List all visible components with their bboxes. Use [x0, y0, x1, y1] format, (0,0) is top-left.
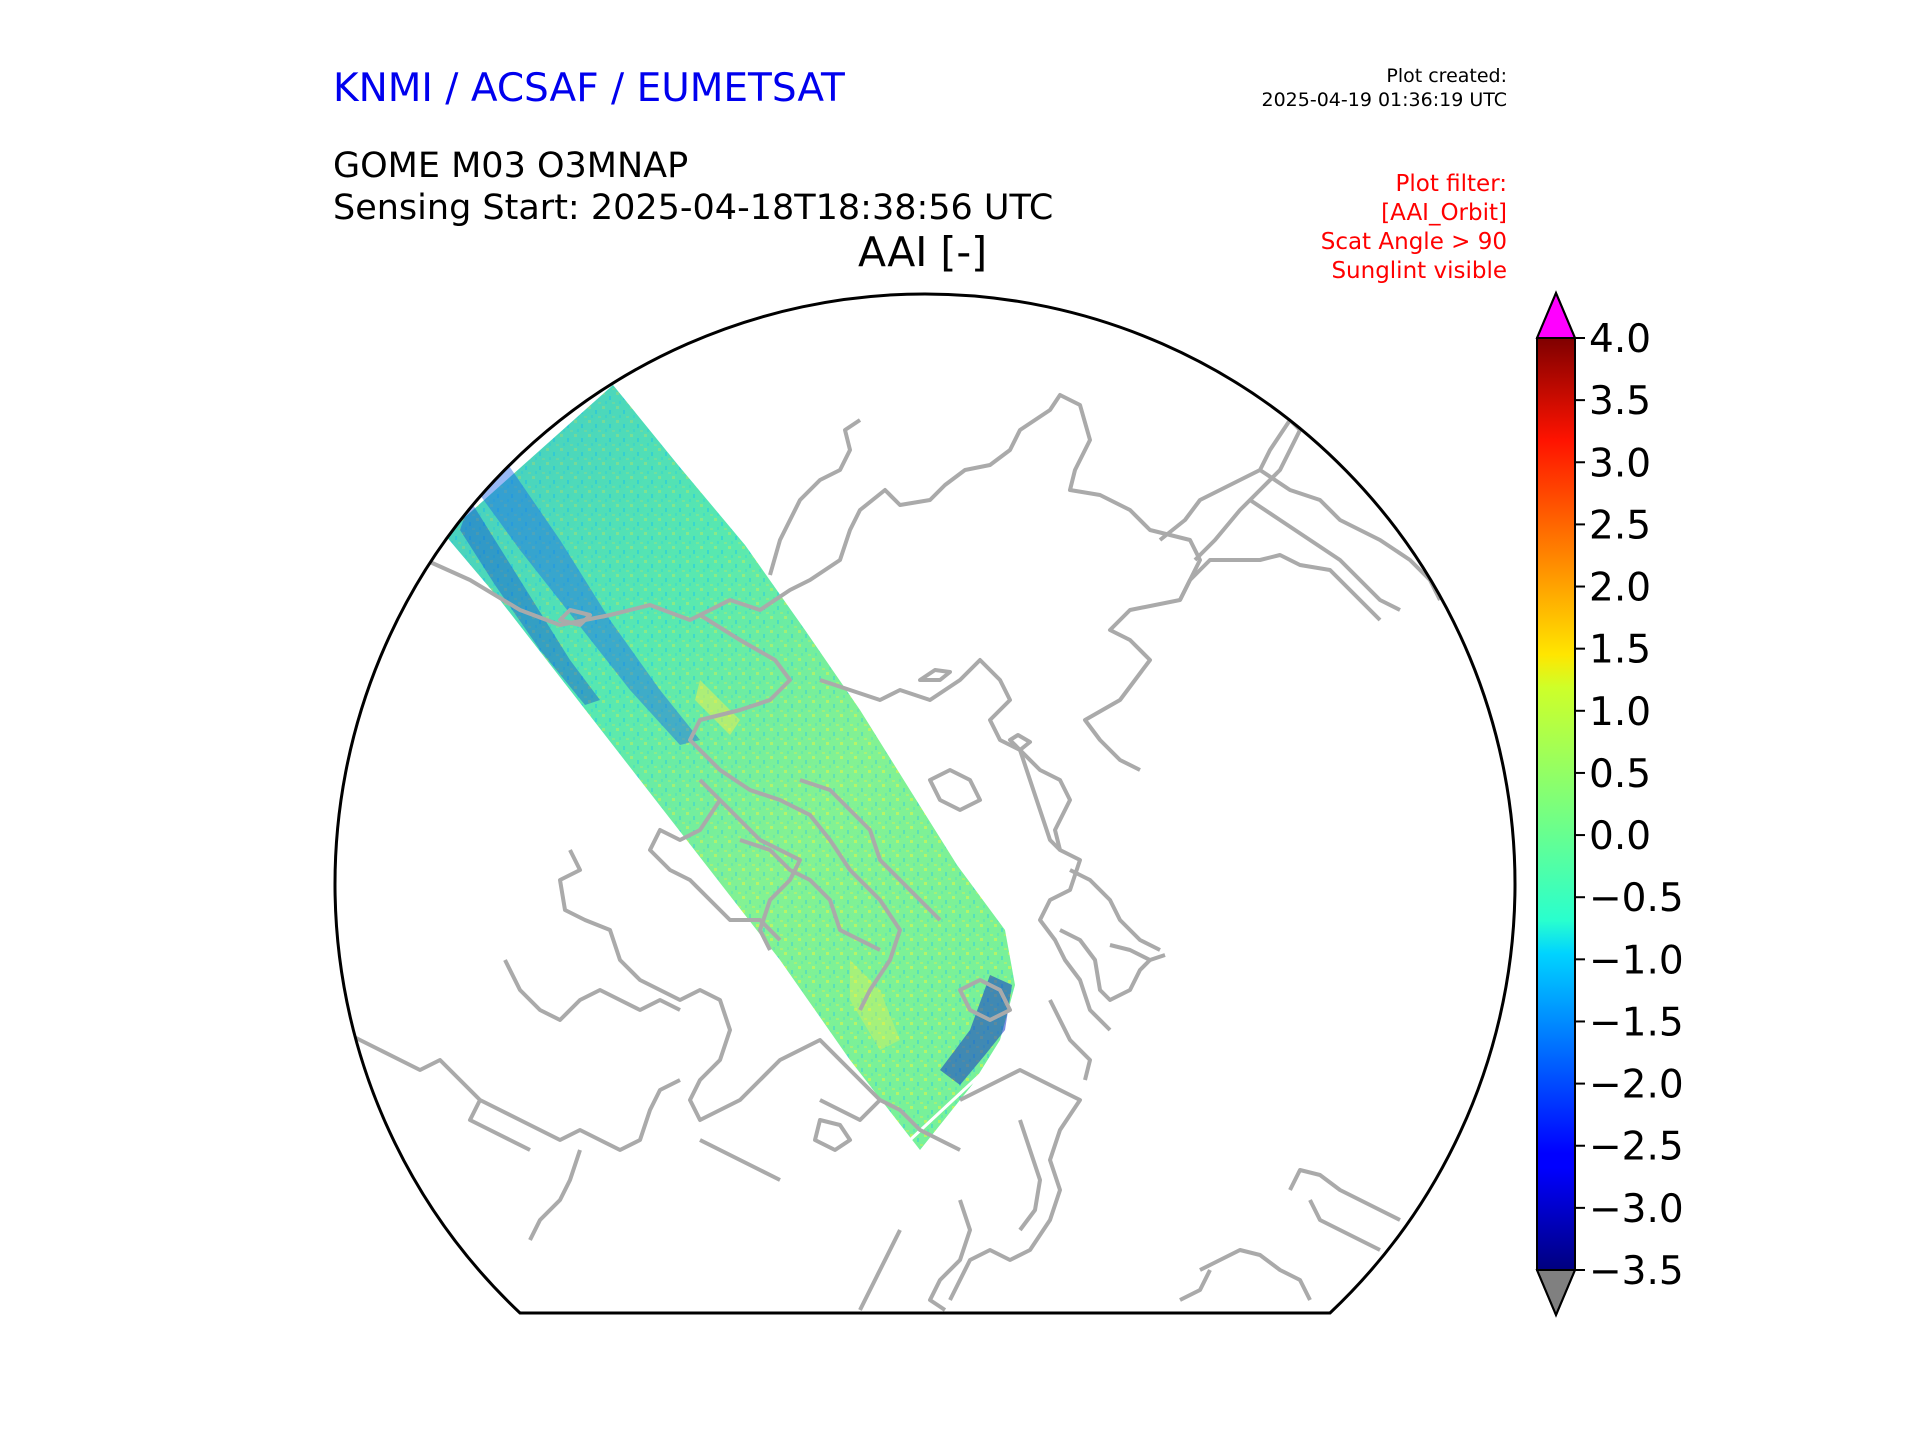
colorbar-tick-label: −2.5: [1589, 1125, 1684, 1170]
colorbar-tick-label: −2.0: [1589, 1063, 1684, 1108]
colorbar-tick-label: −0.5: [1589, 876, 1684, 921]
colorbar-tick-label: 0.5: [1589, 752, 1651, 797]
colorbar-gradient: [1537, 338, 1575, 1270]
colorbar-under-extension: [1535, 1269, 1577, 1318]
plot-created-time: 2025-04-19 01:36:19 UTC: [1261, 89, 1508, 111]
aai-swath: [445, 385, 1015, 1150]
colorbar-tick-label: 1.0: [1589, 690, 1651, 735]
filter-line: Scat Angle > 90: [1320, 229, 1507, 255]
colorbar-tick-label: 3.0: [1589, 441, 1651, 486]
map-boundary: [333, 292, 1517, 1315]
product-title: GOME M03 O3MNAP: [333, 146, 689, 186]
organization-title: KNMI / ACSAF / EUMETSAT: [333, 66, 845, 111]
colorbar: 4.0 3.5 3.0 2.5 2.0 1.5 1.0 0.5 0.0 −0.5 −1.0 −1.5 −…: [1535, 290, 1684, 1318]
colorbar-tick-label: −1.0: [1589, 938, 1684, 983]
filter-line: Sunglint visible: [1331, 258, 1507, 284]
colorbar-tick-label: 0.0: [1589, 814, 1651, 859]
colorbar-tick-label: −1.5: [1589, 1000, 1684, 1045]
filter-line: Plot filter:: [1395, 171, 1507, 197]
colorbar-tick-label: 3.5: [1589, 379, 1651, 424]
colorbar-tick-label: −3.5: [1589, 1249, 1684, 1294]
map-area: [334, 293, 1515, 1313]
colorbar-ticks: 4.0 3.5 3.0 2.5 2.0 1.5 1.0 0.5 0.0 −0.5 −1.0 −1.5 −…: [1575, 317, 1684, 1294]
plot-filter: Plot filter: [AAI_Orbit] Scat Angle > 90…: [1321, 170, 1507, 286]
filter-line: [AAI_Orbit]: [1381, 200, 1507, 226]
plot-created: Plot created: 2025-04-19 01:36:19 UTC: [1262, 64, 1508, 112]
plot-created-label: Plot created:: [1386, 65, 1507, 87]
sensing-start: Sensing Start: 2025-04-18T18:38:56 UTC: [333, 188, 1054, 228]
colorbar-tick-label: 2.5: [1589, 503, 1651, 548]
colorbar-over-extension: [1535, 290, 1577, 339]
colorbar-tick-label: 2.0: [1589, 566, 1651, 611]
colorbar-tick-label: 4.0: [1589, 317, 1651, 362]
colorbar-tick-label: −3.0: [1589, 1187, 1684, 1232]
map-title: AAI [-]: [858, 228, 988, 276]
coastlines: [339, 393, 1442, 1312]
colorbar-tick-label: 1.5: [1589, 628, 1651, 673]
